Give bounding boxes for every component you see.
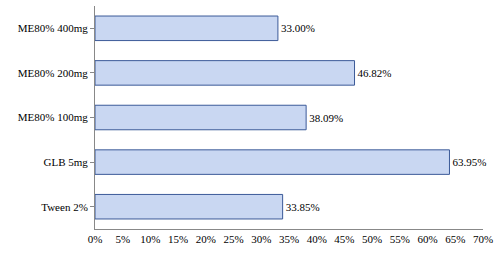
svg-text:38.09%: 38.09% [309,112,343,124]
svg-text:33.85%: 33.85% [286,201,320,213]
svg-text:Tween 2%: Tween 2% [41,201,88,213]
svg-text:40%: 40% [307,233,327,245]
svg-text:30%: 30% [251,233,271,245]
svg-text:60%: 60% [417,233,437,245]
svg-text:50%: 50% [362,233,382,245]
svg-text:70%: 70% [473,233,493,245]
svg-text:33.00%: 33.00% [281,22,315,34]
svg-text:GLB 5mg: GLB 5mg [43,156,88,168]
svg-text:65%: 65% [445,233,465,245]
svg-text:10%: 10% [140,233,160,245]
svg-text:ME80% 400mg: ME80% 400mg [18,22,88,34]
svg-text:ME80% 100mg: ME80% 100mg [18,111,88,123]
svg-text:0%: 0% [88,233,103,245]
svg-text:20%: 20% [196,233,216,245]
svg-text:55%: 55% [390,233,410,245]
svg-text:25%: 25% [223,233,243,245]
svg-text:ME80% 200mg: ME80% 200mg [18,67,88,79]
svg-text:5%: 5% [115,233,130,245]
svg-text:35%: 35% [279,233,299,245]
svg-text:63.95%: 63.95% [452,156,486,168]
svg-text:46.82%: 46.82% [358,67,392,79]
svg-text:45%: 45% [334,233,354,245]
svg-text:15%: 15% [168,233,188,245]
